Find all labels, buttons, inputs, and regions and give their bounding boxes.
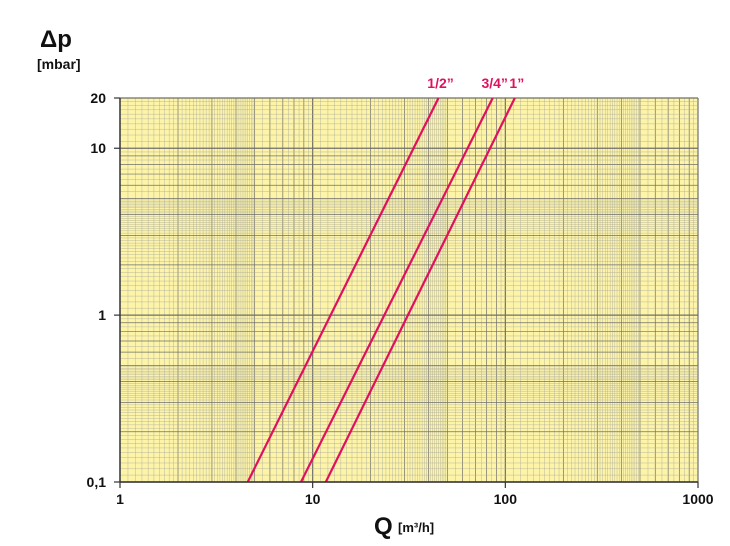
y-tick-label: 10 xyxy=(90,140,106,156)
axes xyxy=(114,97,699,488)
x-axis-unit: [m³/h] xyxy=(398,520,434,535)
y-tick-label: 0,1 xyxy=(87,474,107,490)
tick-labels: 1 10 100 1000 0,1 1 10 20 xyxy=(87,90,714,507)
series-line xyxy=(300,97,494,483)
x-tick-label: 100 xyxy=(494,491,518,507)
x-tick-label: 1000 xyxy=(682,491,713,507)
series-label: 1/2” xyxy=(427,75,453,91)
series-line xyxy=(246,97,440,483)
x-tick-label: 1 xyxy=(116,491,124,507)
y-tick-label: 1 xyxy=(98,307,106,323)
y-axis-label: Δp xyxy=(40,26,72,53)
y-axis-unit: [mbar] xyxy=(37,56,81,72)
series-labels: 1/2” 3/4” 1” xyxy=(427,75,524,91)
plot-area xyxy=(120,98,698,482)
series-line xyxy=(324,97,516,483)
y-tick-label: 20 xyxy=(90,90,106,106)
series-label: 1” xyxy=(509,75,524,91)
x-tick-label: 10 xyxy=(305,491,321,507)
series-label: 3/4” xyxy=(481,75,507,91)
x-axis-label: Q xyxy=(374,513,393,540)
series-lines xyxy=(246,97,516,483)
grid xyxy=(119,97,699,483)
